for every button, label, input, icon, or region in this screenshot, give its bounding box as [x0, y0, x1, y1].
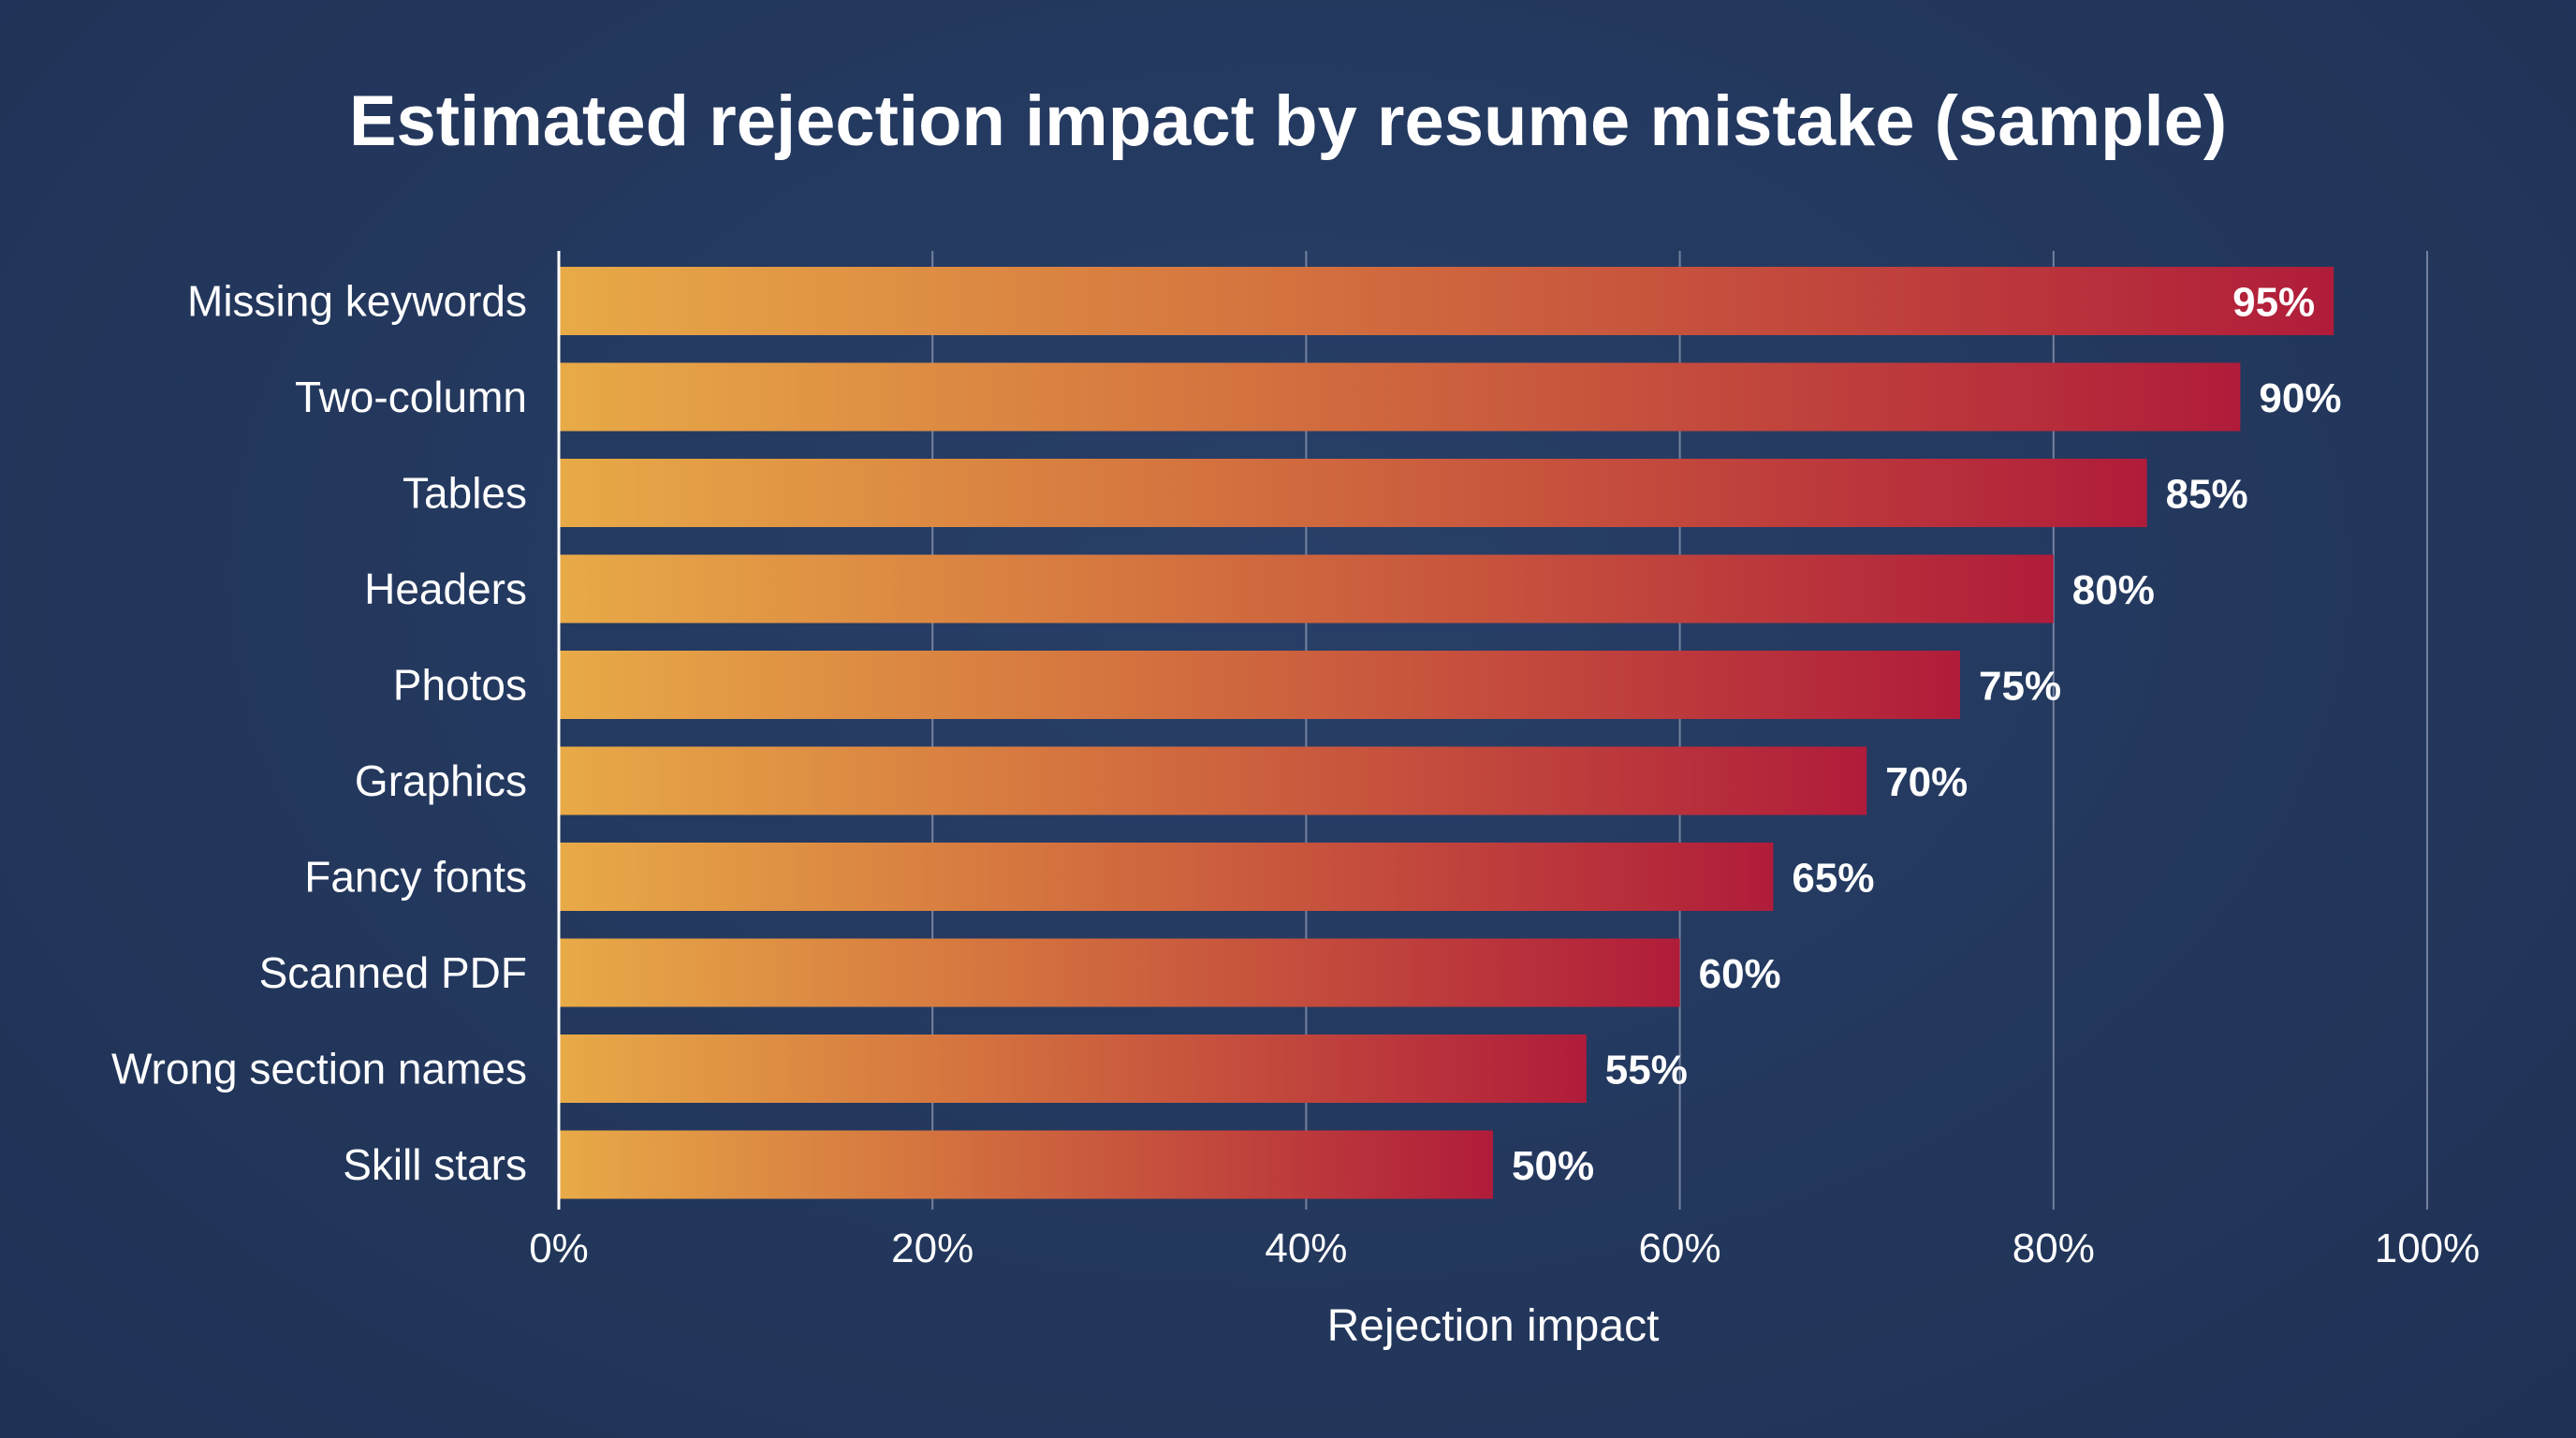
bar-missing-keywords — [559, 267, 2334, 335]
bar-skill-stars — [559, 1130, 1493, 1199]
category-label: Headers — [364, 565, 527, 613]
x-tick-label: 100% — [2375, 1225, 2481, 1271]
bar-graphics — [559, 746, 1867, 815]
value-label: 95% — [2232, 280, 2315, 326]
value-label: 75% — [1979, 664, 2061, 710]
value-label: 50% — [1512, 1143, 1594, 1189]
bar-headers — [559, 554, 2054, 624]
x-tick-label: 40% — [1265, 1225, 1347, 1271]
x-tick-label: 20% — [891, 1225, 973, 1271]
x-axis-title: Rejection impact — [1327, 1301, 1660, 1351]
category-label: Two-column — [295, 373, 527, 421]
bar-photos — [559, 651, 1960, 719]
bar-scanned-pdf — [559, 938, 1680, 1007]
value-label: 65% — [1792, 856, 1874, 902]
value-label: 70% — [1885, 759, 1968, 805]
category-label: Fancy fonts — [304, 853, 527, 902]
category-label: Scanned PDF — [259, 948, 527, 997]
category-label: Photos — [393, 661, 527, 710]
category-label: Wrong section names — [111, 1045, 527, 1093]
value-label: 90% — [2259, 375, 2341, 421]
bar-fancy-fonts — [559, 843, 1774, 911]
x-tick-label: 60% — [1639, 1225, 1721, 1271]
bar-two-column — [559, 362, 2241, 432]
category-label: Tables — [402, 469, 527, 518]
category-label: Skill stars — [343, 1140, 527, 1189]
value-label: 85% — [2166, 472, 2248, 518]
category-label: Missing keywords — [187, 277, 527, 326]
labels: Missing keywords 95% Two-column 90% Tables 85… — [111, 277, 2480, 1352]
value-label: 60% — [1699, 951, 1781, 997]
x-tick-label: 0% — [529, 1225, 589, 1271]
bars — [559, 267, 2334, 1199]
bar-wrong-section-names — [559, 1034, 1587, 1103]
chart-title: Estimated rejection impact by resume mis… — [348, 81, 2228, 161]
value-label: 80% — [2072, 567, 2155, 613]
bar-tables — [559, 459, 2147, 527]
x-tick-label: 80% — [2012, 1225, 2095, 1271]
category-label: Graphics — [355, 756, 527, 805]
value-label: 55% — [1605, 1048, 1688, 1093]
